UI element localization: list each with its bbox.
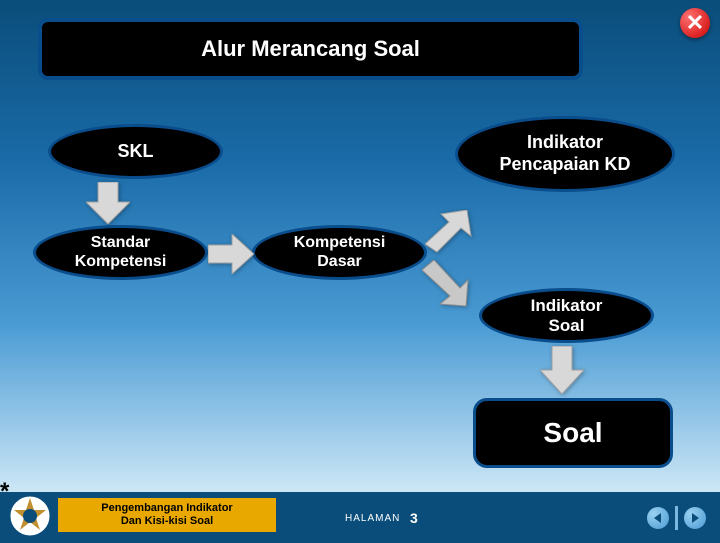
close-icon: ✕ xyxy=(686,10,704,36)
footer-caption: Pengembangan Indikator Dan Kisi-kisi Soa… xyxy=(58,498,276,532)
node-label: SKL xyxy=(118,141,154,162)
arrow-down xyxy=(86,182,130,224)
node-indikator-pencapaian: Indikator Pencapaian KD xyxy=(455,116,675,192)
chevron-right-icon xyxy=(690,513,700,523)
node-label: Soal xyxy=(543,417,602,449)
node-label: Kompetensi xyxy=(294,234,386,252)
page-number: 3 xyxy=(410,510,418,526)
footer-caption-line: Pengembangan Indikator xyxy=(101,502,232,515)
node-label: Indikator xyxy=(527,132,603,154)
node-label: Standar xyxy=(91,234,151,252)
arrow-down xyxy=(540,346,584,394)
page-title: Alur Merancang Soal xyxy=(201,36,420,62)
node-indikator-soal: Indikator Soal xyxy=(479,288,654,343)
node-kompetensi-dasar: Kompetensi Dasar xyxy=(252,225,427,280)
page-label: HALAMAN xyxy=(345,513,400,524)
nav-buttons xyxy=(647,506,706,530)
node-soal: Soal xyxy=(473,398,673,468)
chevron-left-icon xyxy=(653,513,663,523)
arrow-up-right xyxy=(425,210,481,260)
node-label: Soal xyxy=(549,316,585,336)
node-skl: SKL xyxy=(48,124,223,179)
prev-button[interactable] xyxy=(647,507,669,529)
node-label: Indikator xyxy=(531,296,603,316)
node-label: Pencapaian KD xyxy=(499,154,630,176)
arrow-down-right xyxy=(422,260,478,310)
close-button[interactable]: ✕ xyxy=(680,8,710,38)
footer-caption-line: Dan Kisi-kisi Soal xyxy=(121,515,213,528)
node-label: Dasar xyxy=(317,253,361,271)
logo-emblem xyxy=(8,494,52,538)
arrow-right xyxy=(208,234,254,274)
next-button[interactable] xyxy=(684,507,706,529)
node-standar-kompetensi: Standar Kompetensi xyxy=(33,225,208,280)
node-label: Kompetensi xyxy=(75,253,167,271)
nav-separator xyxy=(675,506,678,530)
title-banner: Alur Merancang Soal xyxy=(38,18,583,80)
